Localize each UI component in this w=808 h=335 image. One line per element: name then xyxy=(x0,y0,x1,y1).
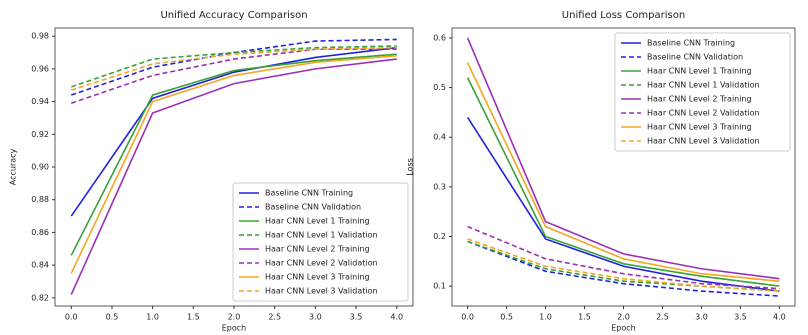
legend-label: Haar CNN Level 1 Training xyxy=(647,67,752,76)
y-tick-label: 0.4 xyxy=(433,133,446,142)
x-tick-label: 1.5 xyxy=(187,313,200,322)
y-tick-label: 0.82 xyxy=(31,293,49,302)
x-tick-label: 0.5 xyxy=(500,313,513,322)
plot-frame xyxy=(54,27,414,307)
x-tick-label: 3.5 xyxy=(734,313,747,322)
line-series xyxy=(71,45,397,88)
x-tick-label: 0.0 xyxy=(461,313,474,322)
line-series xyxy=(70,55,397,274)
legend-label: Haar CNN Level 2 Training xyxy=(265,245,370,254)
y-tick-label: 0.88 xyxy=(31,195,49,204)
x-tick-label: 2.0 xyxy=(228,313,241,322)
x-tick-label: 0.5 xyxy=(106,313,119,322)
y-tick-label: 0.1 xyxy=(433,282,446,291)
y-axis-label: Loss xyxy=(406,158,415,176)
y-axis-label: Accuracy xyxy=(9,148,18,185)
line-series xyxy=(70,53,397,256)
line-series xyxy=(466,37,780,280)
x-tick-label: 2.5 xyxy=(268,313,281,322)
legend-label: Baseline CNN Validation xyxy=(265,203,361,212)
y-tick-label: 0.98 xyxy=(31,32,49,41)
y-tick-label: 0.2 xyxy=(433,232,446,241)
chart-title: Unified Loss Comparison xyxy=(562,10,685,21)
line-series xyxy=(466,62,780,282)
y-tick-label: 0.96 xyxy=(31,64,49,73)
x-tick-label: 3.5 xyxy=(350,313,363,322)
legend-label: Haar CNN Level 3 Validation xyxy=(265,287,378,296)
legend-label: Haar CNN Level 2 Training xyxy=(647,95,752,104)
line-series xyxy=(71,46,397,91)
legend-box xyxy=(614,32,791,152)
legend-label: Baseline CNN Training xyxy=(265,189,353,198)
x-axis-label: Epoch xyxy=(611,324,636,333)
x-tick-label: 4.0 xyxy=(390,313,403,322)
y-tick-label: 0.94 xyxy=(31,97,49,106)
x-tick-label: 3.0 xyxy=(695,313,708,322)
line-series xyxy=(466,77,780,287)
line-series xyxy=(466,116,780,292)
x-tick-label: 1.0 xyxy=(146,313,159,322)
x-tick-label: 4.0 xyxy=(773,313,786,322)
plot-frame xyxy=(451,27,796,307)
x-tick-label: 1.0 xyxy=(539,313,552,322)
legend-box xyxy=(232,182,409,302)
x-tick-label: 2.5 xyxy=(656,313,669,322)
line-series xyxy=(70,46,397,217)
legend-label: Baseline CNN Validation xyxy=(647,53,743,62)
legend-label: Baseline CNN Training xyxy=(647,39,735,48)
y-tick-label: 0.92 xyxy=(31,130,49,139)
x-tick-label: 2.0 xyxy=(617,313,630,322)
line-series xyxy=(71,38,397,96)
legend-label: Haar CNN Level 3 Training xyxy=(647,123,752,132)
legend-label: Haar CNN Level 3 Validation xyxy=(647,137,760,146)
line-series xyxy=(70,58,397,295)
y-tick-label: 0.5 xyxy=(433,83,446,92)
x-tick-label: 1.5 xyxy=(578,313,591,322)
y-tick-label: 0.84 xyxy=(31,261,49,270)
line-series xyxy=(467,238,780,292)
line-series xyxy=(467,225,780,290)
y-tick-label: 0.86 xyxy=(31,228,49,237)
x-axis-label: Epoch xyxy=(222,324,247,333)
legend-label: Haar CNN Level 3 Training xyxy=(265,273,370,282)
legend-label: Haar CNN Level 1 Training xyxy=(265,217,370,226)
legend-label: Haar CNN Level 1 Validation xyxy=(265,231,378,240)
y-tick-label: 0.6 xyxy=(433,33,446,42)
x-tick-label: 3.0 xyxy=(309,313,322,322)
line-series xyxy=(467,240,780,297)
line-series xyxy=(71,48,397,104)
x-tick-label: 0.0 xyxy=(65,313,78,322)
chart-title: Unified Accuracy Comparison xyxy=(160,10,307,21)
legend-label: Haar CNN Level 2 Validation xyxy=(265,259,378,268)
y-tick-label: 0.3 xyxy=(433,182,446,191)
legend-label: Haar CNN Level 2 Validation xyxy=(647,109,760,118)
legend-label: Haar CNN Level 1 Validation xyxy=(647,81,760,90)
y-tick-label: 0.90 xyxy=(31,163,49,172)
